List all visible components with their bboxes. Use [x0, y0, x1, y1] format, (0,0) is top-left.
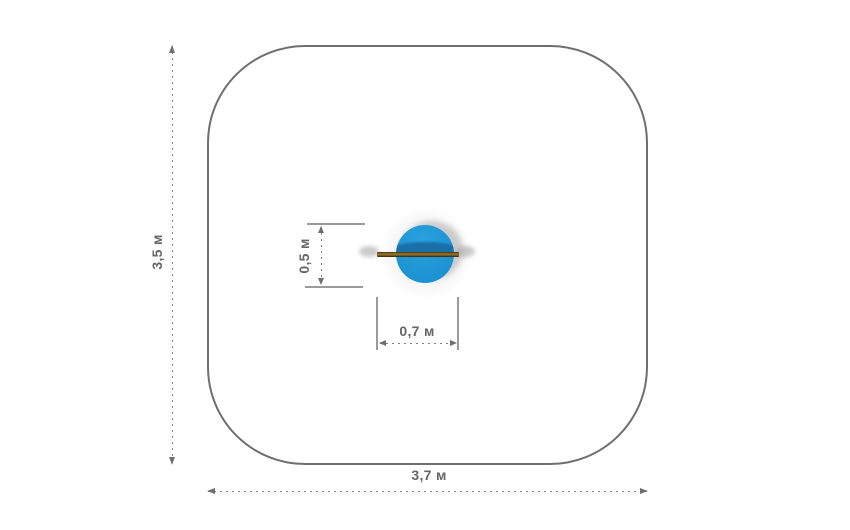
equipment-width-right-tick [457, 297, 459, 350]
equipment-width-label: 0,7 м [399, 323, 435, 339]
zone-height-label: 3,5 м [149, 234, 165, 270]
arrow-right-icon [450, 340, 457, 346]
equipment-width-left-tick [376, 297, 378, 350]
equipment-height-dimension-line [321, 227, 322, 284]
arrow-left-icon [379, 340, 386, 346]
zone-width-dimension-line [208, 491, 647, 492]
arrow-left-icon [207, 487, 215, 494]
equipment-handle-bar [377, 252, 459, 257]
arrow-up-icon [168, 45, 175, 53]
zone-height-dimension-line [172, 46, 173, 464]
arrow-up-icon [318, 226, 324, 233]
handle-bar-shadow-right [455, 246, 475, 257]
arrow-right-icon [640, 487, 648, 494]
equipment-height-bottom-tick [305, 286, 363, 288]
handle-bar-shadow-left [359, 246, 379, 257]
zone-width-label: 3,7 м [411, 467, 447, 483]
arrow-down-icon [318, 278, 324, 285]
equipment-width-dimension-line [380, 343, 455, 344]
arrow-down-icon [168, 457, 175, 465]
equipment-height-top-tick [307, 223, 365, 225]
equipment-height-label: 0,5 м [296, 238, 312, 274]
